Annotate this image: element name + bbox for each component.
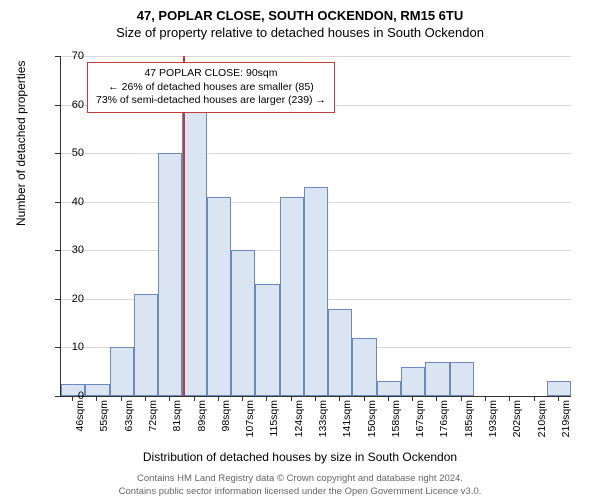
- main-title: 47, POPLAR CLOSE, SOUTH OCKENDON, RM15 6…: [0, 0, 600, 23]
- x-tick-mark: [72, 396, 73, 401]
- x-tick-mark: [169, 396, 170, 401]
- x-tick-mark: [194, 396, 195, 401]
- histogram-bar: [352, 338, 376, 396]
- footer-licence: Contains public sector information licen…: [0, 486, 600, 497]
- x-tick-mark: [534, 396, 535, 401]
- x-tick-label: 167sqm: [414, 400, 426, 440]
- histogram-bar: [207, 197, 231, 396]
- histogram-bar: [134, 294, 158, 396]
- y-tick-mark: [55, 250, 60, 251]
- x-tick-label: 141sqm: [341, 400, 353, 440]
- x-tick-label: 81sqm: [171, 400, 183, 440]
- histogram-bar: [377, 381, 401, 396]
- x-tick-label: 55sqm: [98, 400, 110, 440]
- annotation-box: 47 POPLAR CLOSE: 90sqm ← 26% of detached…: [87, 62, 335, 113]
- histogram-bar: [110, 347, 134, 396]
- x-tick-mark: [242, 396, 243, 401]
- y-tick-label: 30: [72, 244, 84, 256]
- histogram-bar: [450, 362, 474, 396]
- histogram-bar: [255, 284, 279, 396]
- x-tick-label: 210sqm: [536, 400, 548, 440]
- annotation-line2: ← 26% of detached houses are smaller (85…: [96, 81, 326, 95]
- x-tick-label: 46sqm: [74, 400, 86, 440]
- x-tick-mark: [485, 396, 486, 401]
- y-tick-label: 60: [72, 99, 84, 111]
- histogram-bar: [425, 362, 449, 396]
- grid-line: [61, 56, 571, 57]
- y-tick-mark: [55, 299, 60, 300]
- y-tick-label: 20: [72, 293, 84, 305]
- sub-title: Size of property relative to detached ho…: [0, 25, 600, 40]
- y-tick-label: 70: [72, 50, 84, 62]
- x-tick-mark: [266, 396, 267, 401]
- footer-copyright: Contains HM Land Registry data © Crown c…: [0, 473, 600, 484]
- y-tick-label: 10: [72, 341, 84, 353]
- x-tick-label: 193sqm: [487, 400, 499, 440]
- x-tick-mark: [145, 396, 146, 401]
- y-tick-mark: [55, 396, 60, 397]
- histogram-bar: [280, 197, 304, 396]
- x-tick-label: 150sqm: [366, 400, 378, 440]
- plot-area: 47 POPLAR CLOSE: 90sqm ← 26% of detached…: [60, 56, 571, 397]
- x-tick-label: 63sqm: [123, 400, 135, 440]
- x-tick-mark: [436, 396, 437, 401]
- x-tick-mark: [121, 396, 122, 401]
- y-tick-label: 40: [72, 196, 84, 208]
- x-tick-label: 98sqm: [220, 400, 232, 440]
- x-tick-label: 202sqm: [511, 400, 523, 440]
- y-tick-mark: [55, 202, 60, 203]
- x-tick-mark: [315, 396, 316, 401]
- x-tick-label: 219sqm: [560, 400, 572, 440]
- histogram-bar: [304, 187, 328, 396]
- y-tick-label: 50: [72, 147, 84, 159]
- x-tick-mark: [291, 396, 292, 401]
- histogram-bar: [182, 105, 206, 396]
- y-tick-mark: [55, 56, 60, 57]
- x-tick-mark: [218, 396, 219, 401]
- x-tick-label: 133sqm: [317, 400, 329, 440]
- histogram-bar: [158, 153, 182, 396]
- x-tick-label: 124sqm: [293, 400, 305, 440]
- x-tick-mark: [339, 396, 340, 401]
- x-tick-label: 158sqm: [390, 400, 402, 440]
- x-tick-label: 115sqm: [268, 400, 280, 440]
- x-tick-label: 89sqm: [196, 400, 208, 440]
- y-tick-mark: [55, 347, 60, 348]
- y-tick-mark: [55, 105, 60, 106]
- histogram-bar: [85, 384, 109, 396]
- histogram-bar: [231, 250, 255, 396]
- x-tick-label: 72sqm: [147, 400, 159, 440]
- histogram-bar: [547, 381, 571, 396]
- grid-line: [61, 153, 571, 154]
- x-tick-mark: [364, 396, 365, 401]
- x-tick-mark: [412, 396, 413, 401]
- x-tick-mark: [388, 396, 389, 401]
- x-tick-mark: [461, 396, 462, 401]
- chart-container: 47, POPLAR CLOSE, SOUTH OCKENDON, RM15 6…: [0, 0, 600, 500]
- annotation-line1: 47 POPLAR CLOSE: 90sqm: [96, 67, 326, 81]
- y-tick-mark: [55, 153, 60, 154]
- x-tick-mark: [96, 396, 97, 401]
- x-tick-label: 176sqm: [438, 400, 450, 440]
- y-axis-label: Number of detached properties: [14, 61, 28, 226]
- histogram-bar: [401, 367, 425, 396]
- histogram-bar: [328, 309, 352, 396]
- annotation-line3: 73% of semi-detached houses are larger (…: [96, 94, 326, 108]
- x-tick-mark: [509, 396, 510, 401]
- x-axis-title: Distribution of detached houses by size …: [0, 450, 600, 464]
- x-tick-label: 107sqm: [244, 400, 256, 440]
- x-tick-mark: [558, 396, 559, 401]
- x-tick-label: 185sqm: [463, 400, 475, 440]
